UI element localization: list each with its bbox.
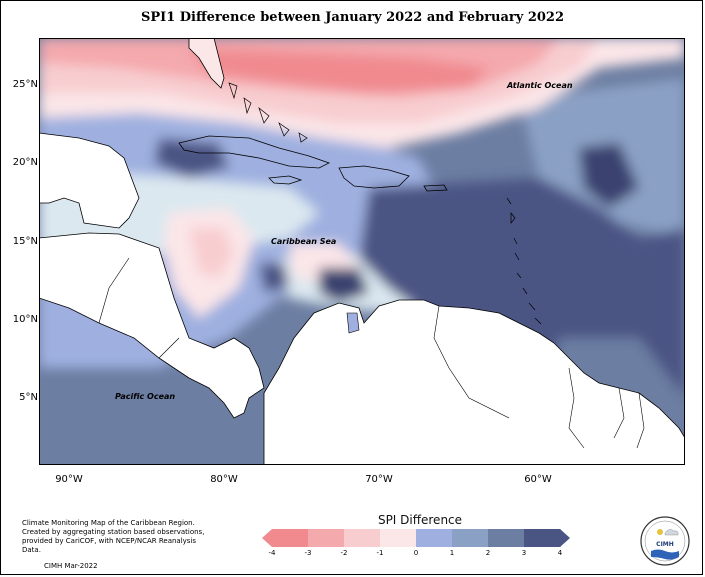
caribbean-sea-label: Caribbean Sea [271, 237, 336, 246]
lat-tick-25n: 25°N [12, 79, 38, 90]
legend-label: 1 [449, 549, 455, 557]
credit-line-3: provided by CariCOF, with NCEP/NCAR Rean… [22, 537, 197, 554]
map-panel: Atlantic Ocean Caribbean Sea Pacific Oce… [39, 38, 685, 465]
lon-tick-70w: 70°W [365, 474, 393, 485]
map-title: SPI1 Difference between January 2022 and… [140, 10, 565, 25]
legend-color-cell [452, 529, 489, 547]
wave-icon [651, 549, 679, 560]
pacific-ocean-label: Pacific Ocean [115, 392, 175, 401]
florida-outline [188, 38, 225, 89]
legend-color-cell [488, 529, 525, 547]
legend-title: SPI Difference [377, 513, 463, 527]
legend-color-cell [524, 529, 561, 547]
jamaica-outline [268, 175, 303, 185]
legend-label: -4 [268, 549, 276, 557]
legend-label: 2 [485, 549, 491, 557]
legend-arrow-left [262, 529, 272, 547]
legend-label: 4 [557, 549, 563, 557]
legend-label: -2 [340, 549, 348, 557]
legend-label: 0 [413, 549, 419, 557]
lon-tick-90w: 90°W [55, 474, 83, 485]
legend-label: 3 [521, 549, 527, 557]
country-borders [98, 257, 645, 449]
legend-colorbar [262, 529, 570, 547]
legend-label: -1 [376, 549, 384, 557]
hispaniola-outline [338, 165, 410, 189]
map-border [39, 38, 685, 465]
cuba-outline [178, 135, 331, 169]
lat-tick-15n: 15°N [12, 236, 38, 247]
logo-text: CIMH [656, 541, 674, 548]
credit-date: CIMH Mar-2022 [44, 562, 98, 570]
lake-maracaibo [346, 312, 360, 334]
credit-line-2: Created by aggregating station based obs… [22, 528, 205, 536]
legend-color-cell [272, 529, 309, 547]
lon-tick-60w: 60°W [524, 474, 552, 485]
legend-color-cell [308, 529, 345, 547]
puerto-rico-outline [423, 184, 448, 192]
legend-color-cell [344, 529, 381, 547]
cimh-logo: CIMH [640, 516, 690, 566]
credit-text: Climate Monitoring Map of the Caribbean … [22, 519, 212, 555]
sun-icon [657, 529, 663, 535]
legend-color-cell [416, 529, 453, 547]
credit-line-1: Climate Monitoring Map of the Caribbean … [22, 519, 195, 527]
central-america-land [39, 132, 265, 419]
legend-color-cell [380, 529, 417, 547]
map-canvas: Atlantic Ocean Caribbean Sea Pacific Oce… [39, 38, 685, 465]
lon-tick-80w: 80°W [210, 474, 238, 485]
lat-tick-5n: 5°N [19, 392, 38, 403]
cloud-icon [664, 529, 679, 536]
atlantic-ocean-label: Atlantic Ocean [506, 81, 573, 90]
bahamas-outline [228, 82, 308, 143]
lat-tick-20n: 20°N [12, 157, 38, 168]
lesser-antilles-outline [506, 197, 542, 325]
legend-arrow-right [560, 529, 570, 547]
lat-tick-10n: 10°N [12, 314, 38, 325]
south-america-land [263, 299, 685, 465]
legend-label: -3 [304, 549, 312, 557]
